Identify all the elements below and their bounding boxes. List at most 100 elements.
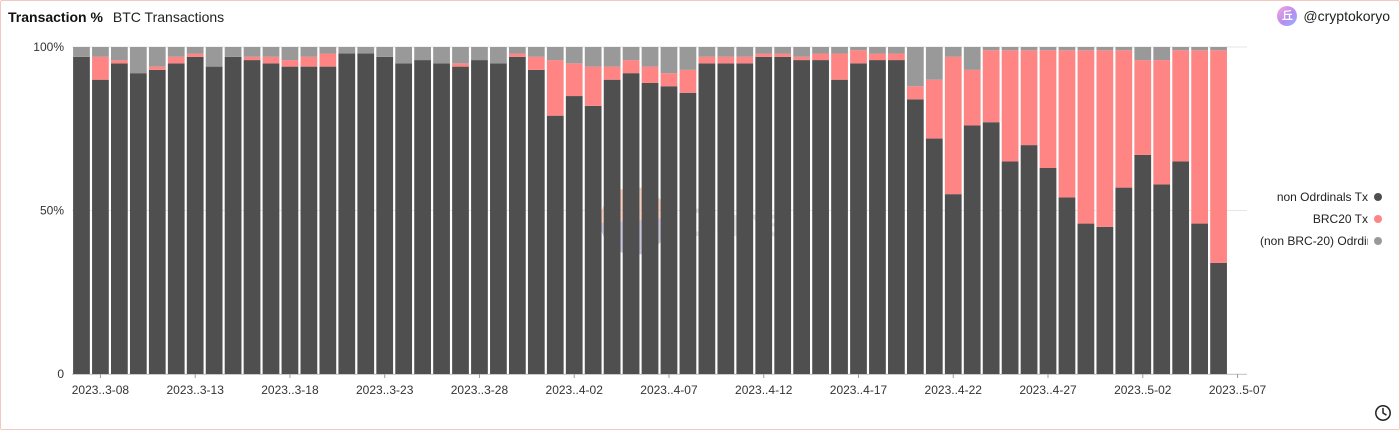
bar-segment-non-ordinals [508,56,526,375]
bar-segment-non-brc20-ordinals [167,47,185,57]
bar-segment-non-brc20-ordinals [944,47,962,57]
bar-segment-brc20 [508,53,526,57]
legend-item-non-brc20-ordinals[interactable]: (non BRC-20) Odrdinals Tx [1258,230,1382,252]
x-tick-label: 2023..3-18 [261,383,319,397]
x-tick-label: 2023..4-22 [925,383,983,397]
bar-segment-non-ordinals [300,66,318,375]
bar-segment-brc20 [831,53,848,80]
bar-segment-non-ordinals [736,63,754,374]
bar-segment-brc20 [148,66,166,70]
bar-segment-brc20 [850,50,867,64]
bar-segment-brc20 [888,53,905,61]
author-link[interactable]: 丘 @cryptokoryo [1277,6,1390,26]
bar-segment-brc20 [527,56,545,70]
bar-segment-non-brc20-ordinals [1039,47,1057,51]
y-tick-label: 100% [33,40,64,54]
bar-segment-brc20 [300,56,318,67]
bar-segment-non-ordinals [679,92,697,374]
bar-segment-brc20 [1153,60,1171,185]
bar-segment-non-ordinals [1115,187,1133,374]
x-tick-label: 2023..3-13 [166,383,224,397]
y-axis-ticks: 0 50% 100% [33,40,64,381]
legend-dot-icon [1374,237,1382,245]
bar-segment-non-brc20-ordinals [831,47,848,54]
legend-item-brc20[interactable]: BRC20 Tx [1258,208,1382,230]
bar-segment-brc20 [755,53,773,57]
x-tick-label: 2023..3-08 [72,383,130,397]
bar-segment-brc20 [1077,50,1095,224]
bar-segment-non-brc20-ordinals [736,47,754,57]
bar-segment-non-ordinals [603,79,621,374]
legend-label: non Odrdinals Tx [1276,190,1368,204]
bar-segment-non-ordinals [698,63,716,374]
bar-segment-brc20 [622,60,640,74]
bar-segment-non-brc20-ordinals [92,47,109,57]
bar-segment-non-ordinals [281,66,299,375]
bar-segment-non-ordinals [1039,167,1057,374]
bar-segment-non-ordinals [433,63,450,374]
bar-segment-non-ordinals [546,115,564,375]
bar-segment-brc20 [679,69,697,93]
bar-segment-brc20 [111,60,128,64]
bar-segment-non-ordinals [395,63,413,374]
y-tick-label: 0 [57,367,64,381]
bar-segment-non-ordinals [527,69,545,374]
y-tick-label: 50% [40,204,64,218]
bar-segment-non-ordinals [793,60,811,375]
legend-item-non-ordinals[interactable]: non Odrdinals Tx [1258,186,1382,208]
bar-segment-non-brc20-ordinals [319,47,337,54]
legend-label: (non BRC-20) Odrdinals Tx [1260,234,1368,248]
bar-segment-non-ordinals [888,60,905,375]
bar-segment-brc20 [565,63,583,97]
bar-segment-non-brc20-ordinals [1115,47,1133,51]
bar-segment-non-ordinals [1191,223,1208,374]
bar-segment-non-brc20-ordinals [660,47,678,74]
bar-segment-brc20 [944,56,962,195]
bar-segment-non-ordinals [186,56,204,375]
x-tick-label: 2023..4-07 [640,383,698,397]
bar-segment-non-brc20-ordinals [793,47,811,57]
bar-segment-non-brc20-ordinals [679,47,697,70]
bar-segment-brc20 [698,56,716,64]
bar-segment-brc20 [906,86,924,100]
bar-segment-non-brc20-ordinals [527,47,545,57]
bar-segment-non-ordinals [660,86,678,375]
bar-segment-brc20 [641,66,659,83]
bar-segment-brc20 [452,63,469,67]
bar-segment-non-ordinals [129,73,147,374]
bar-segment-non-brc20-ordinals [414,47,431,61]
bar-segment-non-brc20-ordinals [1001,47,1019,51]
bar-segment-brc20 [1020,50,1038,146]
bar-segment-non-brc20-ordinals [546,47,564,61]
bar-segment-non-brc20-ordinals [963,47,981,70]
x-tick-label: 2023..5-07 [1209,383,1267,397]
x-tick-label: 2023..5-02 [1114,383,1172,397]
bar-segment-brc20 [1172,50,1190,162]
bar-segment-non-brc20-ordinals [1096,47,1114,51]
clock-icon[interactable] [1374,404,1392,422]
bar-segment-non-brc20-ordinals [300,47,318,57]
bar-segment-brc20 [546,60,564,116]
bar-segment-non-ordinals [471,60,488,375]
bar-segment-brc20 [603,66,621,80]
bar-segment-non-brc20-ordinals [111,47,128,61]
bar-segment-non-brc20-ordinals [73,47,90,57]
bar-segment-non-brc20-ordinals [376,47,394,57]
chart-header: Transaction % BTC Transactions [8,8,224,26]
bar-segment-non-brc20-ordinals [755,47,773,54]
legend-dot-icon [1374,193,1382,201]
bar-segment-brc20 [869,53,886,61]
chart-subtitle: BTC Transactions [112,9,225,25]
author-name[interactable]: @cryptokoryo [1303,8,1390,24]
bar-segment-non-brc20-ordinals [205,47,223,67]
bar-segment-non-brc20-ordinals [129,47,147,74]
bar-segment-brc20 [1001,50,1019,162]
bar-series-group [73,47,1227,375]
bar-segment-brc20 [1039,50,1057,168]
bar-segment-non-ordinals [490,63,507,374]
bar-segment-non-brc20-ordinals [186,47,204,54]
bar-segment-brc20 [660,73,678,87]
bar-segment-non-brc20-ordinals [1077,47,1095,51]
bar-segment-non-ordinals [111,63,128,374]
bar-segment-brc20 [1115,50,1133,188]
